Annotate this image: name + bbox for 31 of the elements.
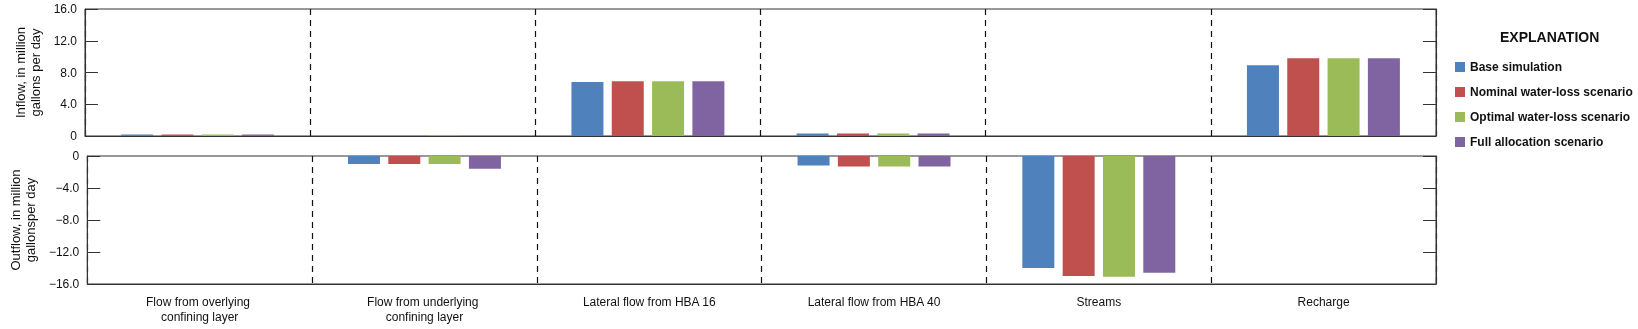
bar (692, 81, 725, 136)
x-tick-label: Streams (1076, 294, 1122, 309)
bar (1327, 58, 1360, 136)
y-tick-label: −12.0 (48, 245, 80, 259)
y-tick-label: −8.0 (55, 213, 80, 227)
x-tick-label: Flow from overlying confining layer (145, 294, 254, 324)
x-tick-label: Lateral flow from HBA 40 (807, 294, 941, 309)
bar (611, 81, 644, 136)
legend-label: Base simulation (1470, 60, 1563, 74)
y-axis-title: Inflow, in million gallons per day (12, 26, 43, 119)
legend-label: Optimal water-loss scenario (1470, 110, 1631, 124)
x-tick-label: Lateral flow from HBA 16 (582, 294, 716, 309)
legend-label: Nominal water-loss scenario (1470, 85, 1633, 99)
bar (1287, 58, 1320, 136)
bar (1367, 58, 1400, 136)
legend-label: Full allocation scenario (1470, 135, 1604, 149)
y-tick-label: 16.0 (53, 2, 78, 16)
bar (571, 82, 604, 136)
bar (652, 81, 685, 136)
y-tick-label: 12.0 (53, 33, 78, 48)
bar (1246, 65, 1279, 136)
legend-title: EXPLANATION (1500, 29, 1600, 45)
y-tick-label: 0 (70, 129, 78, 143)
y-tick-label: 8.0 (60, 65, 78, 80)
y-tick-label: 4.0 (60, 97, 78, 112)
y-tick-label: −4.0 (55, 181, 80, 195)
y-axis-title: Outflow, in million gallonsper day (8, 169, 38, 271)
y-tick-label: −16.0 (48, 277, 80, 291)
x-tick-label: Flow from underlying confining layer (367, 294, 482, 324)
y-tick-label: 0 (72, 149, 80, 163)
x-tick-label: Recharge (1297, 294, 1350, 309)
